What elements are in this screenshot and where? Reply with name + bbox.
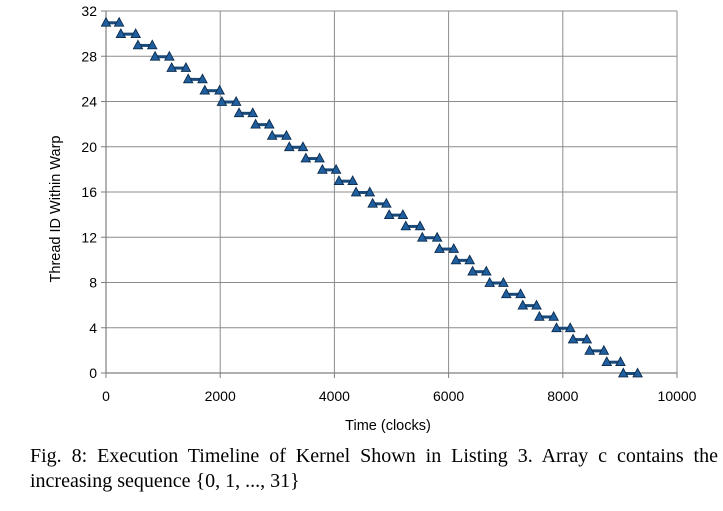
axis-layer: [101, 10, 678, 378]
end-marker: [615, 356, 626, 367]
start-marker: [467, 265, 478, 276]
start-marker: [567, 333, 579, 344]
end-marker: [498, 276, 509, 287]
y-tick-label: 20: [81, 139, 97, 155]
end-marker: [197, 73, 208, 84]
end-marker: [247, 107, 259, 118]
start-marker: [317, 163, 328, 174]
y-tick-label: 8: [89, 275, 97, 291]
end-marker: [480, 265, 492, 276]
y-tick-label: 0: [89, 365, 97, 381]
x-tick-label: 0: [102, 388, 110, 404]
start-marker: [250, 118, 261, 129]
end-marker: [281, 129, 292, 140]
start-marker: [416, 231, 428, 242]
execution-timeline-chart: 0 4 8 12 16 20 24 28 32 0 2000 4000 6000 8000 10000 Ti…: [48, 3, 697, 434]
end-marker: [431, 231, 443, 242]
end-marker: [330, 163, 342, 174]
start-marker: [551, 322, 562, 333]
start-marker: [100, 16, 112, 27]
end-marker: [146, 39, 158, 50]
chart-svg: 0 4 8 12 16 20 24 28 32 0 2000 4000 6000 8000 10000 Ti…: [48, 3, 697, 434]
y-tick-label: 32: [81, 3, 97, 19]
end-marker: [180, 62, 192, 72]
start-marker: [333, 175, 345, 186]
end-marker: [130, 28, 142, 38]
x-tick-label: 2000: [205, 388, 236, 404]
x-tick-label: 4000: [319, 388, 350, 404]
end-marker: [164, 50, 175, 61]
end-marker: [598, 344, 610, 355]
start-marker: [601, 356, 613, 367]
start-marker: [266, 129, 278, 140]
start-marker: [300, 152, 312, 163]
end-marker: [297, 141, 309, 152]
y-axis-label: Thread ID Within Warp: [48, 136, 64, 283]
start-marker: [233, 107, 245, 118]
end-marker: [548, 310, 560, 321]
start-marker: [617, 367, 629, 378]
start-marker: [115, 28, 127, 38]
start-marker: [484, 276, 496, 287]
y-tick-label: 24: [81, 94, 97, 110]
start-marker: [350, 186, 362, 197]
grid-layer: [106, 10, 678, 373]
start-marker: [199, 84, 211, 95]
end-marker: [464, 254, 476, 265]
end-marker: [347, 175, 359, 186]
figure-caption: Fig. 8: Execution Timeline of Kernel Sho…: [30, 445, 718, 492]
end-marker: [632, 367, 643, 378]
y-tick-label: 16: [81, 184, 97, 200]
start-marker: [500, 288, 512, 299]
end-marker: [448, 243, 460, 253]
end-marker: [113, 16, 125, 27]
start-marker: [166, 62, 178, 72]
end-marker: [214, 84, 225, 95]
y-tick-label: 4: [89, 320, 97, 336]
end-marker: [263, 118, 275, 129]
end-marker: [581, 333, 593, 344]
start-marker: [149, 50, 161, 61]
start-marker: [216, 95, 228, 106]
y-tick-label: 12: [81, 229, 97, 245]
end-marker: [531, 299, 542, 310]
end-marker: [515, 288, 526, 299]
start-marker: [132, 39, 144, 50]
x-axis-label: Time (clocks): [345, 418, 431, 434]
x-tick-label: 8000: [547, 388, 578, 404]
start-marker: [584, 344, 595, 355]
data-mark-layer: [100, 16, 643, 378]
start-marker: [367, 197, 379, 208]
end-marker: [364, 186, 376, 197]
y-tick-label: 28: [81, 48, 97, 64]
end-marker: [397, 209, 409, 219]
x-tick-label: 10000: [658, 388, 697, 404]
end-marker: [230, 95, 242, 106]
start-marker: [434, 243, 445, 253]
end-marker: [381, 197, 392, 208]
start-marker: [383, 209, 395, 219]
end-marker: [414, 220, 426, 231]
start-marker: [182, 73, 194, 84]
start-marker: [450, 254, 462, 265]
start-marker: [517, 299, 529, 310]
start-marker: [400, 220, 412, 231]
tick-label-layer: 0 4 8 12 16 20 24 28 32 0 2000 4000 6000 8000 10000: [81, 3, 696, 404]
start-marker: [283, 141, 295, 152]
start-marker: [534, 310, 545, 321]
x-tick-label: 6000: [433, 388, 464, 404]
end-marker: [314, 152, 325, 163]
end-marker: [564, 322, 576, 333]
